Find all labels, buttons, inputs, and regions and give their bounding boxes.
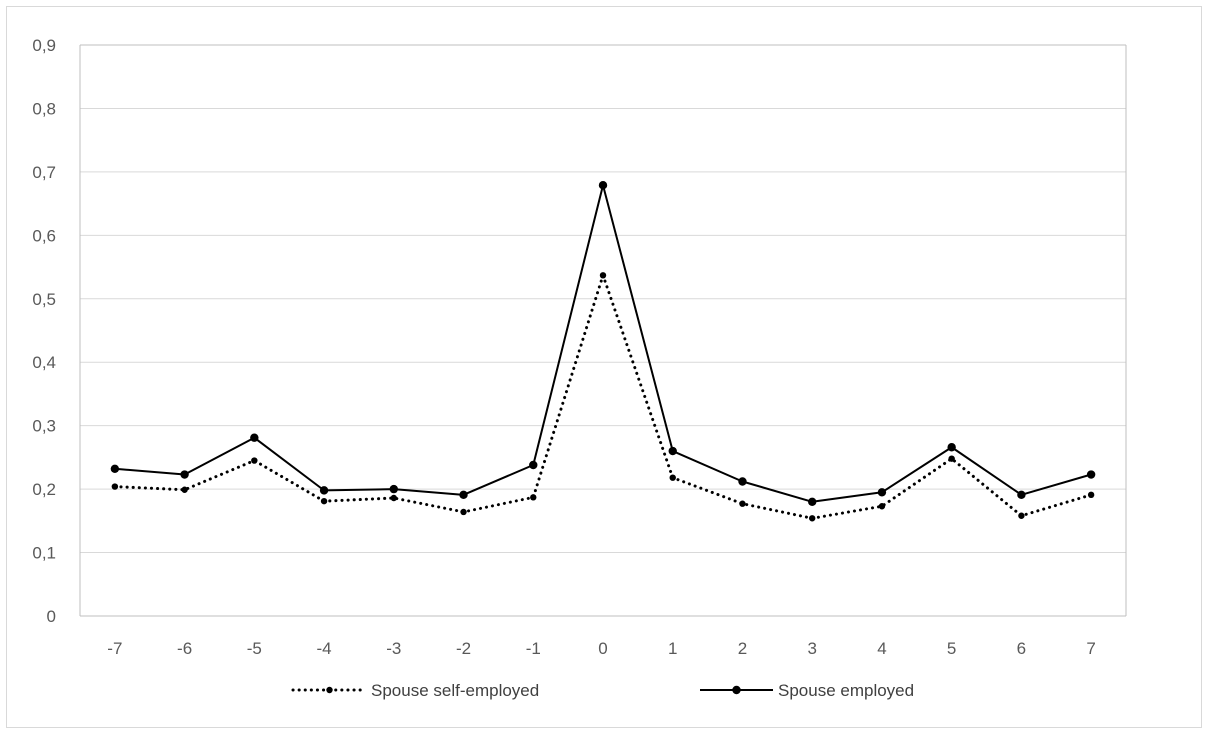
x-tick-label: -3 (386, 639, 401, 658)
data-point (877, 488, 887, 497)
y-tick-label: 0,4 (32, 353, 56, 372)
data-point (599, 272, 607, 279)
data-point (181, 486, 188, 493)
gridlines (80, 44, 1126, 554)
data-point (1018, 512, 1025, 519)
legend-marker (732, 685, 741, 695)
x-tick-label: 4 (877, 639, 886, 658)
y-tick-label: 0,1 (32, 544, 56, 563)
x-tick-label: 6 (1017, 639, 1026, 658)
x-tick-label: 0 (598, 639, 607, 658)
data-point (878, 503, 886, 510)
y-tick-label: 0,5 (32, 290, 56, 309)
data-point (111, 483, 119, 490)
axes: 0 0,1 0,2 0,3 0,4 0,5 0,6 0,7 0,8 0,9 -7 -6 -5 -4 -3 -2… (32, 36, 1127, 658)
legend-entry-0: Spouse self-employed (291, 681, 539, 700)
data-point (947, 443, 956, 452)
y-tick-label: 0,3 (32, 417, 56, 436)
x-tick-label: 1 (668, 639, 677, 658)
series-lines (110, 181, 1096, 522)
x-tick-label: 3 (807, 639, 816, 658)
y-tick-label: 0,6 (32, 226, 56, 245)
data-point (738, 477, 747, 486)
series-line (114, 184, 1092, 503)
y-tick-label: 0,9 (32, 36, 56, 55)
data-point (529, 460, 538, 470)
data-point (251, 457, 258, 464)
data-point (809, 515, 816, 522)
legend-entry-1: Spouse employed (700, 681, 914, 700)
data-point (390, 494, 397, 502)
data-point (598, 181, 608, 190)
y-tick-label: 0 (47, 607, 56, 626)
data-point (669, 474, 676, 481)
data-point (948, 455, 955, 462)
x-tick-label: -1 (526, 639, 541, 658)
data-point (389, 484, 398, 494)
x-tick-label: -2 (456, 639, 471, 658)
y-tick-label: 0,7 (32, 163, 56, 182)
data-point (250, 433, 259, 442)
data-point (320, 497, 328, 505)
legend-label: Spouse employed (778, 681, 914, 700)
data-point (808, 497, 817, 506)
series-1 (110, 181, 1096, 506)
x-tick-label: -6 (177, 639, 192, 658)
x-tick-label: 2 (738, 639, 747, 658)
series-line (113, 273, 1093, 520)
legend-label: Spouse self-employed (371, 681, 539, 700)
data-point (110, 464, 120, 474)
data-point (739, 500, 746, 507)
y-tick-label: 0,2 (32, 480, 56, 499)
x-tick-label: -4 (317, 639, 332, 658)
legend-marker (326, 686, 333, 694)
data-point (1087, 491, 1095, 499)
y-tick-label: 0,8 (32, 99, 56, 118)
series-0 (111, 272, 1095, 522)
x-tick-label: 7 (1086, 639, 1095, 658)
data-point (459, 490, 468, 500)
data-point (180, 470, 189, 479)
data-point (1086, 470, 1096, 479)
data-point (668, 446, 677, 456)
x-tick-label: -5 (247, 639, 262, 658)
data-point (1017, 490, 1026, 500)
data-point (460, 508, 467, 516)
data-point (319, 486, 329, 495)
data-point (530, 494, 537, 501)
chart-frame (6, 6, 1202, 728)
x-tick-label: -7 (107, 639, 122, 658)
x-tick-label: 5 (947, 639, 956, 658)
legend: Spouse self-employed Spouse employed (291, 681, 914, 700)
